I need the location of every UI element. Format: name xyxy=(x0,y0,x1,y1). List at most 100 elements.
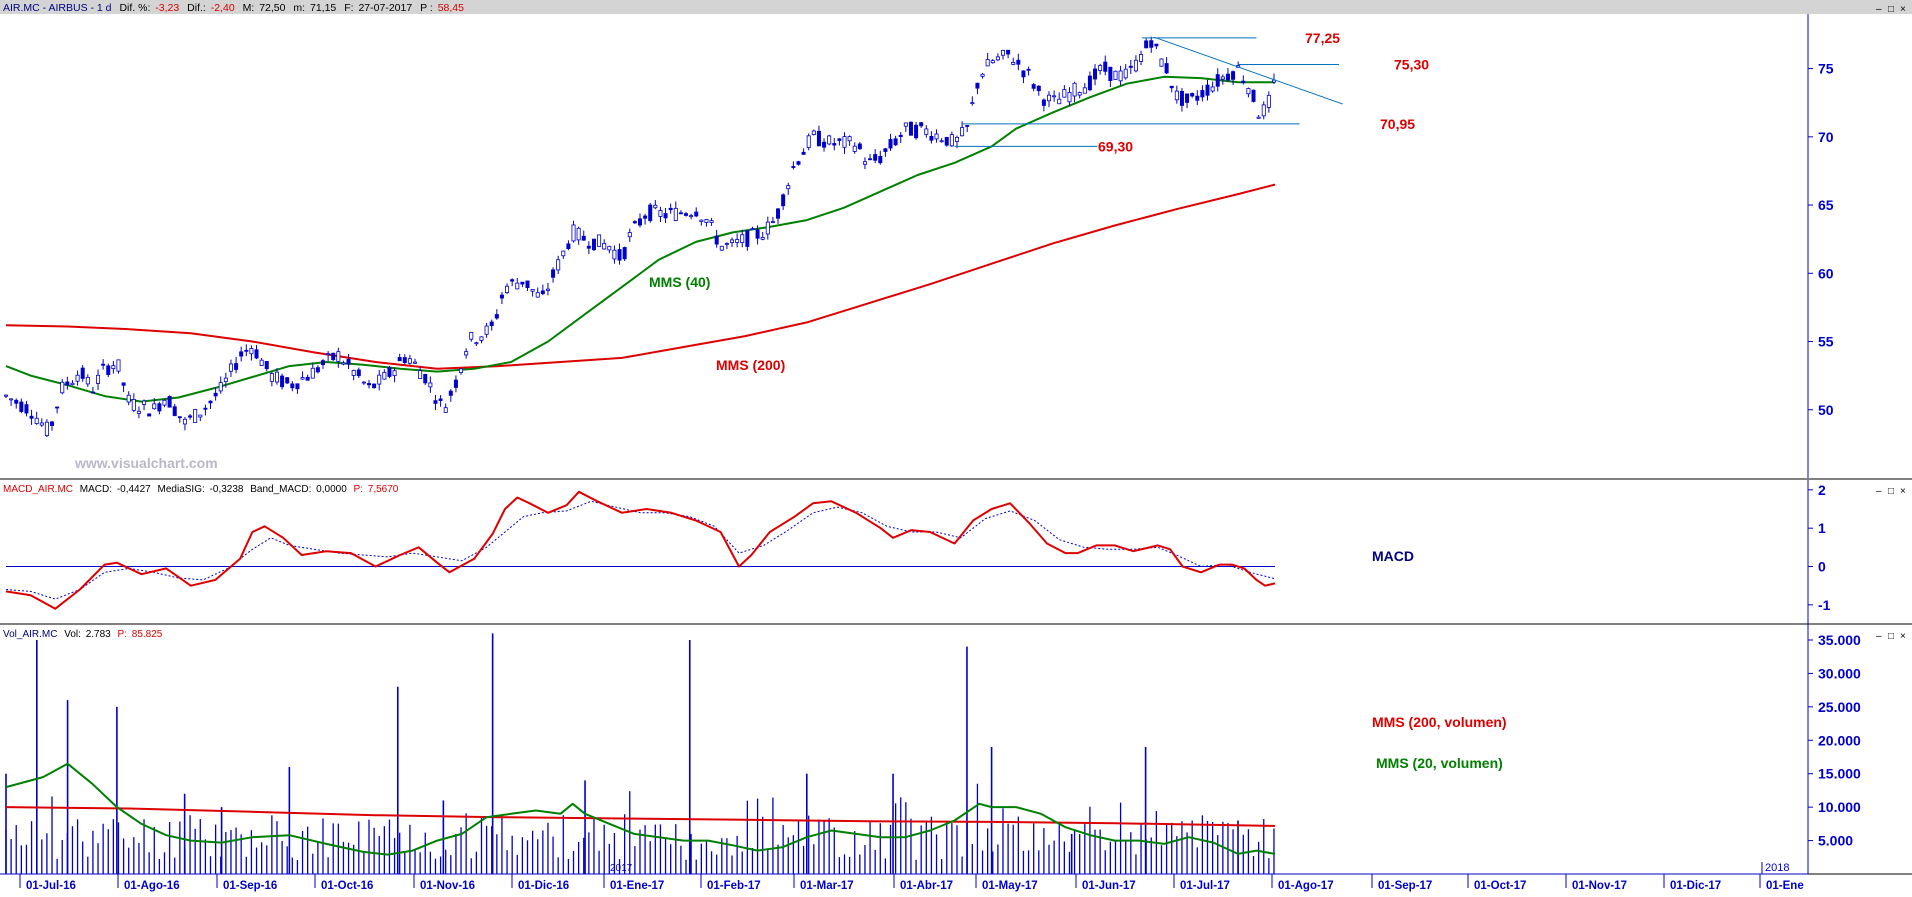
candle xyxy=(1103,61,1108,72)
candle xyxy=(648,204,653,221)
ma40-annotation: MMS (40) xyxy=(649,274,710,290)
x-tick-label: 01-Nov-16 xyxy=(420,880,475,892)
candle xyxy=(213,392,218,397)
candle xyxy=(1082,87,1087,94)
candle xyxy=(617,249,622,261)
candle xyxy=(607,245,612,251)
ma200-annotation: MMS (200) xyxy=(716,357,785,373)
level-label: 69,30 xyxy=(1098,138,1133,154)
candle xyxy=(837,138,842,141)
volume-ma20-line xyxy=(5,762,1276,856)
candle xyxy=(724,243,729,245)
candle xyxy=(1057,98,1062,105)
candle xyxy=(80,367,85,379)
candle xyxy=(1220,76,1225,80)
candle xyxy=(990,60,995,64)
x-tick-label: 01-Ene-17 xyxy=(610,880,664,892)
x-tick-label: 01-Dic-17 xyxy=(1670,880,1721,892)
candle xyxy=(121,382,126,386)
candle xyxy=(1072,82,1077,97)
candle xyxy=(1006,49,1011,55)
macd-line xyxy=(5,490,1276,610)
candle xyxy=(515,282,520,290)
candle xyxy=(14,399,19,404)
candle xyxy=(581,235,586,241)
candle xyxy=(1210,86,1215,92)
candle xyxy=(198,414,203,418)
candle xyxy=(203,407,208,410)
candle xyxy=(1215,74,1220,87)
close-icon[interactable]: × xyxy=(1900,631,1906,642)
candle xyxy=(709,220,714,223)
candle xyxy=(970,102,975,105)
candle xyxy=(545,288,550,291)
candle xyxy=(50,421,55,426)
candle xyxy=(1179,90,1184,106)
candle xyxy=(244,349,249,352)
header-symbol: AIR.MC - AIRBUS - 1 d xyxy=(3,2,112,14)
candle xyxy=(791,166,796,168)
candle xyxy=(551,269,556,278)
candle xyxy=(1169,85,1174,89)
candle xyxy=(1200,90,1205,98)
candle xyxy=(883,148,888,152)
candle xyxy=(177,416,182,419)
candle xyxy=(530,289,535,292)
minimize-icon[interactable]: – xyxy=(1876,631,1882,642)
candle xyxy=(157,403,162,412)
candle xyxy=(903,122,908,127)
x-tick-label: 01-Mar-17 xyxy=(800,880,854,892)
panel-frames: – □ ×– □ ×– □ × xyxy=(0,4,1912,875)
x-tick-label: 01-Ene xyxy=(1766,880,1804,892)
volume-panel[interactable]: 5.000 10.000 15.000 20.000 25.000 30.000 35.00… xyxy=(5,632,1861,874)
candle xyxy=(397,357,402,362)
restore-icon[interactable]: □ xyxy=(1888,4,1894,15)
candle xyxy=(929,136,934,141)
x-tick-label: 01-Feb-17 xyxy=(707,880,761,892)
candle xyxy=(423,373,428,384)
candle xyxy=(361,381,366,384)
y-tick-label: 75 xyxy=(1818,61,1834,77)
candle xyxy=(857,143,862,150)
candle xyxy=(852,145,857,152)
candle xyxy=(689,215,694,218)
candle xyxy=(326,353,331,356)
x-tick-label: 01-Jun-17 xyxy=(1082,880,1136,892)
trendline xyxy=(1154,36,1343,105)
close-icon[interactable]: × xyxy=(1900,486,1906,497)
candle xyxy=(85,376,90,385)
candle xyxy=(704,219,709,223)
restore-icon[interactable]: □ xyxy=(1888,486,1894,497)
candle xyxy=(663,213,668,219)
candle xyxy=(315,367,320,373)
candle xyxy=(1077,92,1082,96)
candle xyxy=(418,370,423,379)
candle xyxy=(75,374,80,382)
macd-label: MACD xyxy=(1372,548,1414,564)
candle xyxy=(290,383,295,389)
price-panel[interactable]: 50 55 60 65 70 75 77,25 75,30 70,95 69,30 MMS (40)… xyxy=(4,30,1834,438)
x-tick-label: 01-Ago-17 xyxy=(1278,880,1334,892)
candle xyxy=(699,219,704,222)
volume-ma200-line xyxy=(5,806,1276,827)
x-tick-label: 01-Oct-17 xyxy=(1474,880,1526,892)
macd-panel[interactable]: -1 0 1 2 xyxy=(5,482,1831,613)
close-icon[interactable]: × xyxy=(1900,4,1906,15)
candle xyxy=(1108,66,1113,82)
candle xyxy=(627,232,632,238)
candle xyxy=(392,370,397,377)
candle xyxy=(637,218,642,226)
candle xyxy=(1164,63,1169,74)
restore-icon[interactable]: □ xyxy=(1888,631,1894,642)
minimize-icon[interactable]: – xyxy=(1876,4,1882,15)
candle xyxy=(1154,43,1159,47)
y-tick-label: 1 xyxy=(1818,520,1826,536)
minimize-icon[interactable]: – xyxy=(1876,486,1882,497)
candle xyxy=(106,365,111,375)
candle xyxy=(1205,84,1210,96)
y-tick-label: 20.000 xyxy=(1818,732,1861,748)
candle xyxy=(653,204,658,209)
y-tick-label: 30.000 xyxy=(1818,665,1861,681)
candle xyxy=(540,290,545,295)
